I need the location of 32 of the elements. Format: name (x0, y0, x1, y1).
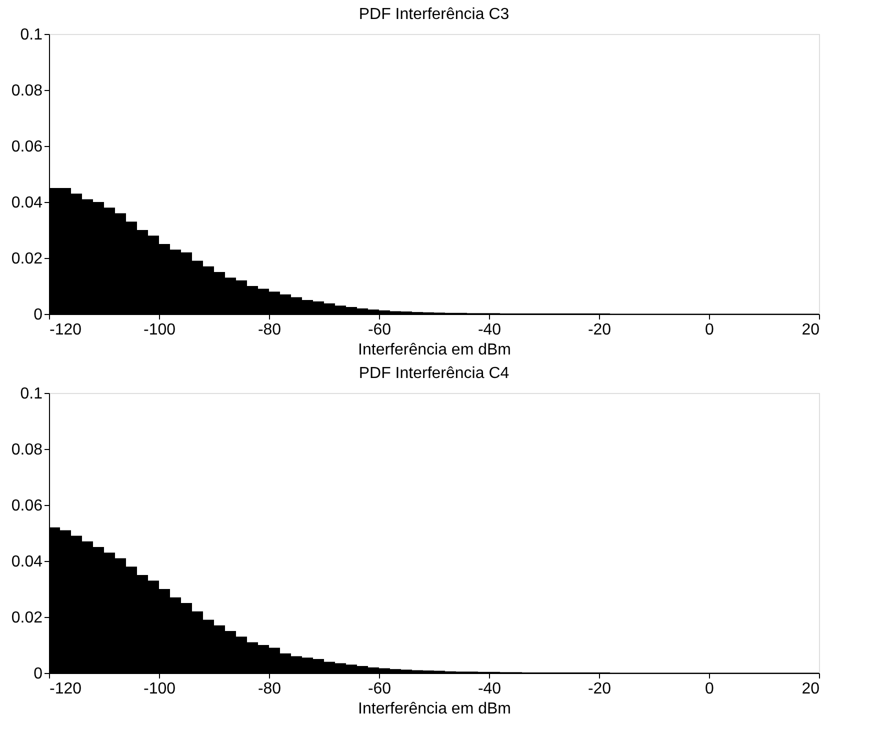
x-tick-label: -20 (588, 680, 612, 698)
x-tick-label: 0 (705, 680, 714, 698)
chart-title: PDF Interferência C4 (358, 365, 510, 382)
x-tick-label: -80 (258, 680, 282, 698)
x-axis-title: Interferência em dBm (358, 700, 511, 718)
y-tick-label: 0 (34, 306, 43, 324)
x-tick-label: -60 (368, 680, 392, 698)
y-tick-label: 0.04 (11, 554, 43, 570)
y-tick-label: 0 (34, 666, 43, 682)
y-tick-label: 0.1 (20, 26, 43, 44)
chart-title: PDF Interferência C3 (358, 6, 510, 23)
x-tick-label: -100 (143, 680, 176, 698)
y-tick-label: 0.06 (11, 138, 43, 156)
y-tick-label: 0.06 (11, 498, 43, 514)
x-tick-label: -120 (50, 680, 82, 698)
x-tick-label: -60 (368, 322, 392, 338)
x-tick-label: 20 (802, 322, 820, 338)
x-axis-title: Interferência em dBm (358, 342, 511, 358)
y-tick-label: 0.08 (11, 442, 43, 458)
x-tick-label: -120 (50, 322, 82, 338)
y-tick-label: 0.1 (20, 386, 43, 402)
y-tick-label: 0.02 (11, 250, 43, 268)
x-tick-label: -40 (478, 322, 502, 338)
x-tick-label: -100 (143, 322, 176, 338)
y-tick-label: 0.08 (11, 82, 43, 100)
x-tick-label: -20 (588, 322, 612, 338)
x-tick-label: -80 (258, 322, 282, 338)
y-tick-label: 0.02 (11, 610, 43, 626)
x-tick-label: 0 (705, 322, 714, 338)
x-tick-label: -40 (478, 680, 502, 698)
x-tick-label: 20 (802, 680, 820, 698)
y-tick-label: 0.04 (11, 194, 43, 212)
